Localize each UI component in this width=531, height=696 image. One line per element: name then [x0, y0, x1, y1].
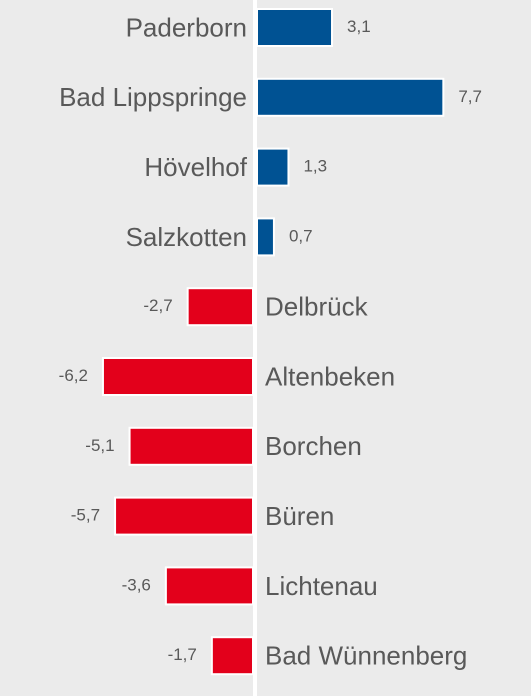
value-label: 1,3 [303, 157, 327, 176]
bar [256, 147, 290, 187]
value-label: -2,7 [143, 296, 172, 315]
value-label: -3,6 [122, 575, 151, 594]
category-label: Bad Lippspringe [59, 82, 247, 112]
value-label: -5,7 [71, 506, 100, 525]
bar [256, 8, 334, 47]
value-label: 3,1 [347, 17, 371, 36]
value-label: 0,7 [289, 226, 313, 245]
value-label: -5,1 [85, 436, 114, 455]
bar [114, 496, 254, 536]
category-label: Paderborn [126, 12, 247, 42]
value-label: -1,7 [168, 645, 197, 664]
category-label: Delbrück [265, 292, 369, 322]
category-label: Büren [265, 501, 334, 531]
bar [256, 217, 275, 257]
bar [186, 287, 254, 327]
category-label: Bad Wünnenberg [265, 641, 467, 671]
category-label: Altenbeken [265, 361, 395, 391]
bar [256, 77, 445, 117]
bar [210, 636, 254, 676]
category-label: Lichtenau [265, 571, 378, 601]
bar [128, 426, 254, 466]
category-label: Hövelhof [144, 152, 247, 182]
value-label: -6,2 [59, 366, 88, 385]
bar [101, 357, 254, 396]
bar [164, 566, 255, 606]
value-label: 7,7 [458, 87, 482, 106]
category-label: Borchen [265, 431, 362, 461]
category-label: Salzkotten [126, 222, 247, 252]
